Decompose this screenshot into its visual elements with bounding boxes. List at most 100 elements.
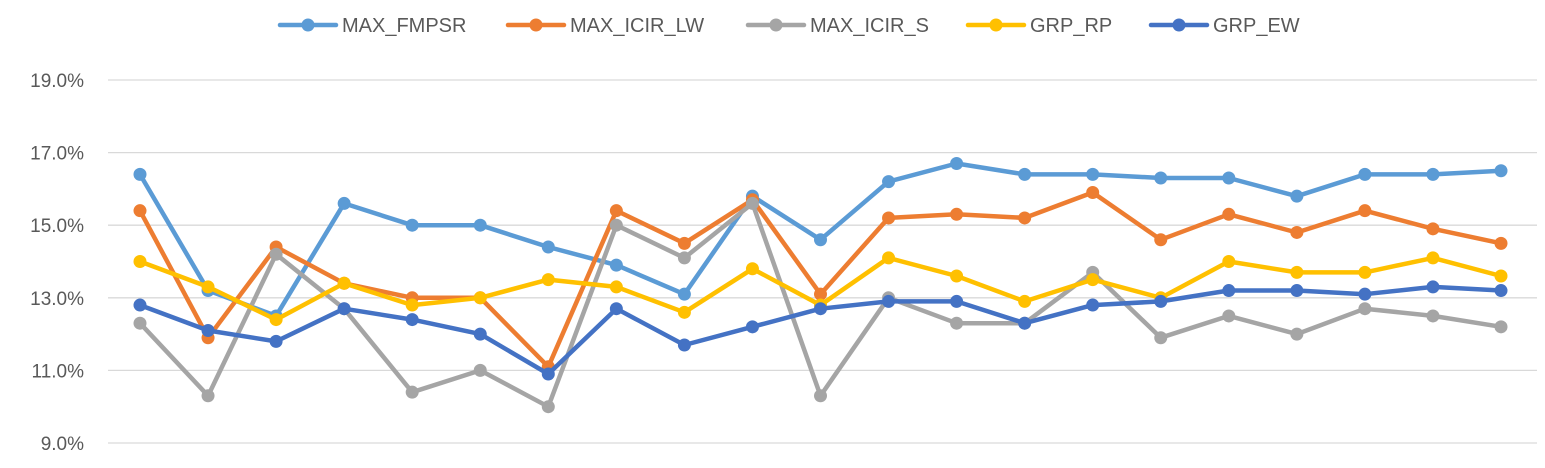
data-point [473, 327, 487, 341]
data-point [609, 258, 623, 272]
data-point [133, 298, 147, 312]
legend-swatch-marker [301, 18, 315, 32]
legend-swatch-marker [989, 18, 1003, 32]
data-point [337, 302, 351, 316]
data-point [133, 255, 147, 268]
data-point [1154, 233, 1168, 247]
data-point [950, 269, 964, 283]
legend-item-max-icir-s: MAX_ICIR_S [745, 15, 929, 37]
data-point [201, 389, 215, 403]
data-point [541, 273, 555, 287]
legend-item-grp-rp: GRP_RP [965, 15, 1112, 37]
data-point [1494, 320, 1508, 334]
y-tick-label: 13.0% [30, 289, 84, 310]
data-point [337, 196, 351, 210]
legend-swatch-marker [769, 18, 783, 32]
data-point [677, 251, 691, 265]
data-point [950, 294, 964, 308]
data-point [677, 236, 691, 250]
data-point [609, 204, 623, 218]
data-point [1426, 251, 1440, 265]
data-point [1290, 265, 1304, 279]
data-point [1086, 167, 1100, 181]
data-point [133, 204, 147, 218]
data-point [1086, 298, 1100, 312]
data-point [677, 305, 691, 319]
legend-label: GRP_RP [1030, 15, 1112, 37]
data-point [882, 211, 896, 225]
data-point [882, 294, 896, 308]
legend: MAX_FMPSR MAX_ICIR_LW MAX_ICIR_S GRP_RP GRP_… [277, 15, 1300, 37]
data-point [541, 240, 555, 254]
data-point [1018, 316, 1032, 330]
data-point [473, 218, 487, 232]
data-point [269, 334, 283, 348]
series-lines [133, 156, 1508, 414]
data-point [814, 233, 827, 247]
series-grp-ew [133, 280, 1508, 381]
data-point [133, 167, 147, 181]
data-point [405, 218, 419, 232]
data-point [1494, 284, 1508, 298]
gridlines [108, 79, 1537, 444]
data-point [609, 280, 623, 294]
legend-label: GRP_EW [1213, 15, 1300, 37]
data-point [1018, 167, 1032, 181]
data-point [1358, 167, 1372, 181]
data-point [1086, 273, 1100, 287]
data-point [882, 251, 896, 265]
legend-label: MAX_FMPSR [342, 15, 466, 37]
legend-label: MAX_ICIR_LW [570, 15, 704, 37]
data-point [1358, 287, 1372, 301]
data-point [1358, 302, 1372, 316]
data-point [677, 287, 691, 301]
data-point [1222, 309, 1236, 323]
data-point [1018, 294, 1032, 308]
data-point [814, 302, 827, 316]
data-point [1018, 211, 1032, 225]
data-point [405, 385, 419, 399]
data-point [1290, 225, 1304, 239]
data-point [814, 389, 827, 403]
data-point [1222, 255, 1236, 268]
y-tick-label: 19.0% [30, 71, 84, 92]
data-point [473, 291, 487, 305]
data-point [1494, 236, 1508, 250]
data-point [1494, 269, 1508, 283]
data-point [1290, 284, 1304, 298]
y-tick-label: 15.0% [30, 216, 84, 237]
legend-label: MAX_ICIR_S [810, 15, 929, 37]
y-axis-ticks: 9.0% 11.0% 13.0% 15.0% 17.0% 19.0% [30, 71, 84, 455]
data-point [677, 338, 691, 352]
data-point [950, 156, 964, 170]
data-point [1494, 164, 1508, 178]
legend-item-grp-ew: GRP_EW [1148, 15, 1300, 37]
data-point [1222, 171, 1236, 185]
data-point [269, 247, 283, 261]
series-max-fmpsr [133, 156, 1508, 323]
data-point [950, 316, 964, 330]
data-point [745, 196, 759, 210]
data-point [269, 313, 283, 327]
data-point [950, 207, 964, 221]
data-point [405, 298, 419, 312]
data-point [541, 400, 555, 414]
data-point [1426, 222, 1440, 236]
y-tick-label: 9.0% [41, 434, 84, 455]
data-point [201, 323, 215, 337]
data-point [1358, 204, 1372, 218]
data-point [405, 313, 419, 327]
legend-swatch-marker [1172, 18, 1186, 32]
data-point [1426, 167, 1440, 181]
y-tick-label: 17.0% [30, 144, 84, 165]
data-point [1154, 331, 1168, 345]
data-point [1154, 294, 1168, 308]
data-point [1290, 189, 1304, 203]
y-tick-label: 11.0% [32, 361, 85, 382]
data-point [1290, 327, 1304, 341]
data-point [1154, 171, 1168, 185]
data-point [814, 287, 827, 301]
legend-swatch-marker [529, 18, 543, 32]
